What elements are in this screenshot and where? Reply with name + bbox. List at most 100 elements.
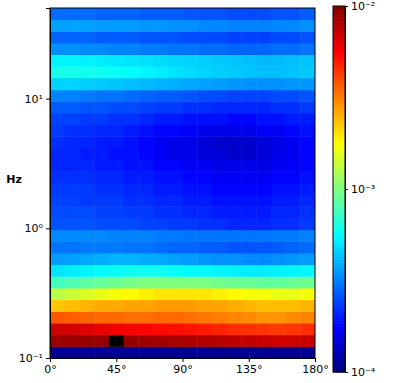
- tick-label: 10⁻⁴: [351, 366, 376, 379]
- cell: [183, 206, 198, 218]
- cell: [50, 78, 65, 91]
- cell: [168, 195, 183, 207]
- cell: [183, 136, 198, 148]
- cell: [183, 43, 198, 55]
- cell: [271, 206, 286, 218]
- cell: [79, 148, 94, 160]
- cell: [124, 300, 139, 312]
- cell: [300, 90, 315, 102]
- cell: [271, 78, 286, 91]
- cell: [256, 66, 271, 78]
- cell: [153, 54, 168, 66]
- cell: [300, 160, 315, 172]
- cell: [183, 125, 198, 137]
- cell: [94, 206, 109, 218]
- cell: [241, 346, 256, 358]
- cell: [124, 241, 139, 253]
- cell: [138, 113, 153, 125]
- cell: [300, 43, 315, 55]
- cell: [109, 323, 124, 335]
- tick-mark: [46, 228, 50, 229]
- cell: [241, 276, 256, 288]
- cell: [241, 241, 256, 253]
- cell: [227, 183, 242, 195]
- cell: [50, 54, 65, 66]
- cell: [300, 8, 315, 20]
- cell: [212, 90, 227, 102]
- cell: [168, 276, 183, 288]
- cell: [300, 230, 315, 242]
- cell: [271, 160, 286, 172]
- cell: [300, 218, 315, 230]
- cell: [227, 54, 242, 66]
- cell: [300, 276, 315, 288]
- cell: [256, 171, 271, 183]
- cell: [271, 300, 286, 312]
- cell: [241, 54, 256, 66]
- cell: [79, 20, 94, 32]
- cell: [256, 241, 271, 253]
- cell: [227, 101, 242, 113]
- cell: [197, 253, 212, 265]
- cell: [271, 288, 286, 300]
- cell: [138, 101, 153, 113]
- cell: [94, 113, 109, 125]
- cell: [212, 78, 227, 91]
- cell: [197, 101, 212, 113]
- cell: [183, 31, 198, 43]
- cell: [227, 90, 242, 102]
- cell: [153, 241, 168, 253]
- cell: [153, 335, 168, 347]
- cell: [79, 206, 94, 218]
- cell: [79, 195, 94, 207]
- cell: [50, 8, 65, 20]
- cell: [271, 54, 286, 66]
- cell: [286, 323, 301, 335]
- cell: [153, 183, 168, 195]
- cell: [168, 54, 183, 66]
- cell: [227, 66, 242, 78]
- cell: [79, 54, 94, 66]
- cell: [168, 136, 183, 148]
- cell: [183, 311, 198, 323]
- cell: [79, 218, 94, 230]
- cell: [286, 136, 301, 148]
- cell: [50, 241, 65, 253]
- cell: [241, 20, 256, 32]
- cell: [124, 346, 139, 358]
- cell: [256, 230, 271, 242]
- tick: 45°: [107, 358, 127, 376]
- cell: [183, 101, 198, 113]
- tick-label: 90°: [173, 363, 193, 376]
- cell: [168, 31, 183, 43]
- cell: [197, 160, 212, 172]
- cell: [79, 288, 94, 300]
- cell: [124, 265, 139, 277]
- cell: [256, 136, 271, 148]
- cell: [79, 265, 94, 277]
- cell: [94, 311, 109, 323]
- tick-label: 10¹: [25, 93, 43, 106]
- cell: [109, 54, 124, 66]
- cell: [241, 218, 256, 230]
- cell: [241, 265, 256, 277]
- cell: [153, 125, 168, 137]
- cell: [124, 148, 139, 160]
- cell: [153, 31, 168, 43]
- cell: [153, 101, 168, 113]
- cell: [168, 253, 183, 265]
- tick-mark: [249, 358, 250, 362]
- cell: [212, 183, 227, 195]
- cell: [65, 66, 80, 78]
- cell: [241, 43, 256, 55]
- cell: [286, 288, 301, 300]
- cell: [65, 241, 80, 253]
- cell: [286, 113, 301, 125]
- cell: [300, 31, 315, 43]
- cell: [65, 43, 80, 55]
- cell: [168, 206, 183, 218]
- cell: [153, 78, 168, 91]
- cell: [94, 346, 109, 358]
- cell: [300, 241, 315, 253]
- cell: [124, 171, 139, 183]
